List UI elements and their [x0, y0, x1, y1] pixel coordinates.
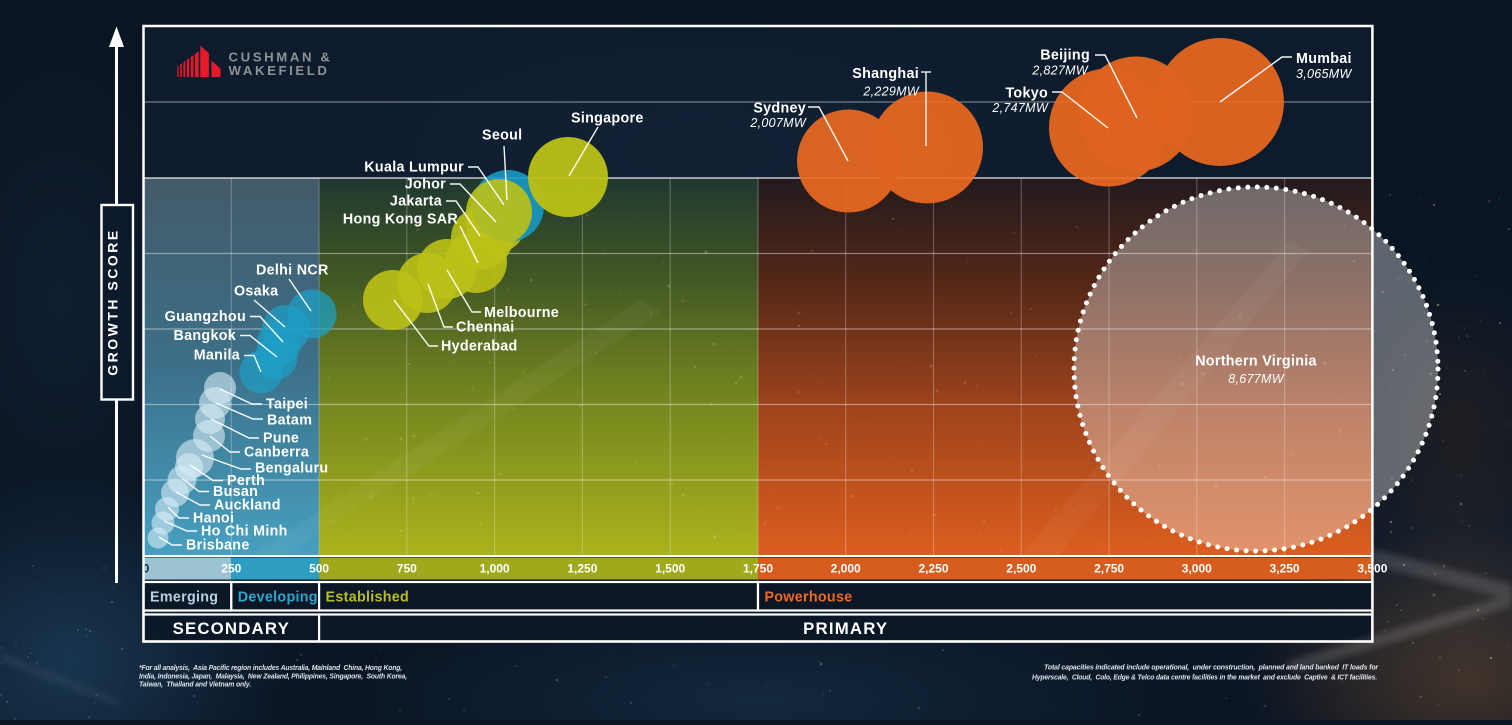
svg-text:India, Indonesia, Japan, Mala: India, Indonesia, Japan, Malaysia, New Z…	[139, 671, 407, 680]
svg-text:500: 500	[309, 562, 329, 576]
svg-text:Bangkok: Bangkok	[174, 328, 236, 344]
svg-text:SECONDARY: SECONDARY	[173, 619, 290, 638]
svg-text:Osaka: Osaka	[234, 284, 279, 300]
svg-text:Shanghai: Shanghai	[852, 66, 919, 82]
svg-text:Mumbai: Mumbai	[1296, 51, 1352, 67]
svg-text:Singapore: Singapore	[571, 111, 644, 127]
svg-text:Hanoi: Hanoi	[193, 511, 234, 527]
svg-text:2,827MW: 2,827MW	[1031, 64, 1088, 78]
svg-text:2,747MW: 2,747MW	[991, 101, 1048, 115]
svg-text:Johor: Johor	[405, 177, 446, 193]
svg-text:Chennai: Chennai	[456, 320, 515, 336]
svg-text:Kuala Lumpur: Kuala Lumpur	[364, 160, 464, 176]
svg-text:Hong Kong SAR: Hong Kong SAR	[343, 212, 458, 228]
svg-text:Tokyo: Tokyo	[1005, 86, 1048, 102]
svg-text:Sydney: Sydney	[753, 101, 806, 117]
svg-text:3,065MW: 3,065MW	[1296, 67, 1352, 81]
svg-text:0: 0	[143, 562, 150, 576]
svg-text:GROWTH SCORE: GROWTH SCORE	[105, 228, 121, 375]
svg-text:2,750: 2,750	[1094, 562, 1124, 576]
svg-text:3,250: 3,250	[1270, 562, 1300, 576]
svg-text:1,250: 1,250	[567, 562, 597, 576]
svg-text:750: 750	[397, 562, 417, 576]
svg-text:Guangzhou: Guangzhou	[165, 309, 246, 325]
svg-text:*For all analysis, Asia Pacif: *For all analysis, Asia Pacific region i…	[139, 663, 402, 672]
svg-text:Pune: Pune	[263, 431, 299, 447]
svg-text:Taipei: Taipei	[266, 397, 308, 413]
svg-text:Melbourne: Melbourne	[484, 305, 559, 321]
svg-text:WAKEFIELD: WAKEFIELD	[229, 63, 330, 78]
svg-text:PRIMARY: PRIMARY	[803, 619, 888, 638]
svg-text:Hyderabad: Hyderabad	[441, 339, 518, 355]
svg-text:250: 250	[221, 562, 241, 576]
svg-text:Emerging: Emerging	[150, 590, 218, 606]
svg-text:Batam: Batam	[267, 413, 312, 429]
svg-text:Brisbane: Brisbane	[186, 538, 250, 554]
svg-text:3,000: 3,000	[1182, 562, 1212, 576]
svg-text:Canberra: Canberra	[244, 445, 310, 461]
svg-text:Beijing: Beijing	[1040, 48, 1090, 64]
svg-text:Established: Established	[326, 590, 410, 606]
svg-text:2,229MW: 2,229MW	[862, 85, 919, 99]
svg-text:Jakarta: Jakarta	[390, 194, 443, 210]
svg-text:Seoul: Seoul	[482, 128, 522, 144]
svg-text:Perth: Perth	[227, 473, 265, 489]
svg-text:8,677MW: 8,677MW	[1228, 372, 1284, 386]
svg-text:Manila: Manila	[194, 348, 241, 364]
svg-text:1,000: 1,000	[480, 562, 510, 576]
svg-text:2,250: 2,250	[918, 562, 948, 576]
svg-text:Developing: Developing	[238, 590, 318, 606]
svg-text:Auckland: Auckland	[214, 498, 281, 514]
svg-text:Total capacities indicated inc: Total capacities indicated include opera…	[1044, 663, 1379, 672]
svg-text:1,750: 1,750	[743, 562, 773, 576]
svg-text:CUSHMAN &: CUSHMAN &	[229, 50, 333, 65]
svg-text:Hyperscale, Cloud, Colo, Edg: Hyperscale, Cloud, Colo, Edge & Telco da…	[1032, 673, 1377, 682]
svg-text:2,007MW: 2,007MW	[749, 116, 806, 130]
svg-text:2,000: 2,000	[831, 562, 861, 576]
svg-text:Powerhouse: Powerhouse	[764, 590, 852, 606]
svg-text:Busan: Busan	[213, 484, 258, 500]
svg-text:Ho Chi Minh: Ho Chi Minh	[201, 524, 288, 540]
svg-text:Northern Virginia: Northern Virginia	[1195, 354, 1317, 370]
svg-text:Bengaluru: Bengaluru	[255, 461, 328, 477]
svg-text:Delhi NCR: Delhi NCR	[256, 263, 329, 279]
svg-text:1,500: 1,500	[655, 562, 685, 576]
svg-text:Taiwan, Thailand and Vietnam: Taiwan, Thailand and Vietnam only.	[139, 680, 251, 689]
svg-text:2,500: 2,500	[1006, 562, 1036, 576]
